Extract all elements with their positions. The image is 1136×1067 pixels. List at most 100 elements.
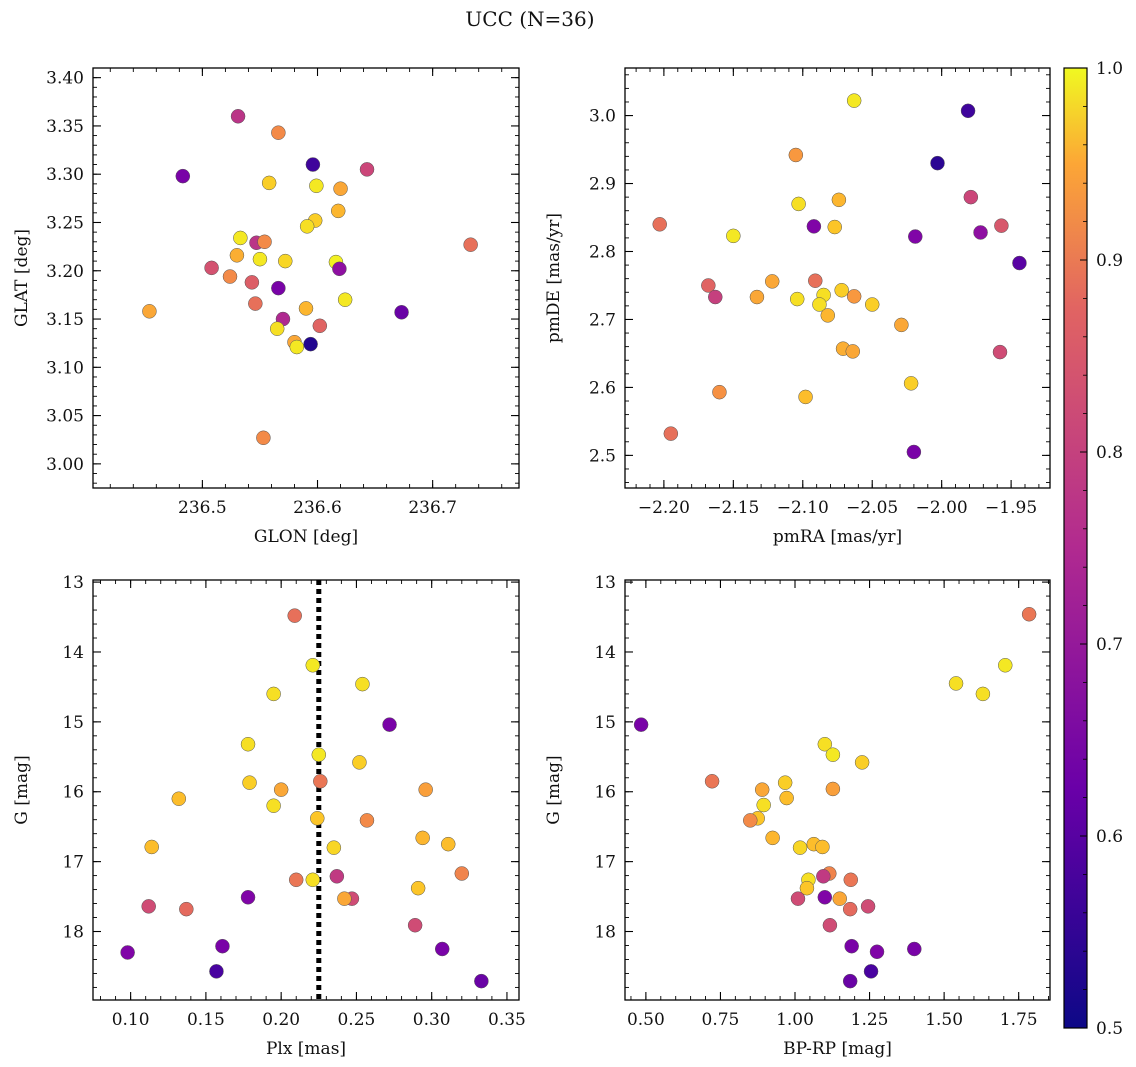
axes-frame [92,67,520,489]
scatter-point [242,775,257,790]
scatter-point [765,830,780,846]
scatter-point [663,426,679,441]
scatter-point [271,125,286,140]
scatter-point [215,938,230,954]
x-tick-label: 0.75 [702,1010,740,1030]
x-tick-label: 0.10 [112,1010,150,1030]
scatter-point [743,813,758,828]
axes-frame [624,579,1051,1001]
x-tick-label: −2.05 [846,498,898,518]
scatter-point [337,292,353,307]
scatter-point [790,891,806,906]
scatter-point [266,686,281,702]
scatter-point [749,289,765,305]
scatter-point [311,747,327,762]
y-tick-label: 3.20 [46,262,84,282]
scatter-point [822,917,838,933]
y-tick-label: 18 [62,923,84,943]
scatter-point [120,945,135,960]
scatter-point [863,964,879,979]
scatter-point [142,304,157,319]
scatter-point [337,891,352,906]
scatter-point [359,162,375,177]
scatter-point [326,840,342,855]
scatter-point [257,234,272,250]
x-tick-label: 1.00 [776,1010,814,1030]
scatter-point [908,229,923,244]
y-tick-label: 16 [62,783,84,803]
scatter-point [845,344,861,359]
scatter-point [704,774,720,789]
scatter-point [230,109,246,124]
axes-frame [624,67,1051,489]
scatter-point [303,336,318,352]
figure-title: UCC (N=36) [465,7,594,31]
y-axis-label: G [mag] [544,755,564,824]
y-axis-label: G [mag] [12,755,32,824]
scatter-point [312,318,328,334]
scatter-point [298,301,314,316]
scatter-point [815,839,830,855]
x-tick-label: 0.50 [627,1010,665,1030]
x-tick-label: 236.6 [293,498,342,518]
colorbar-tick-label: 0.5 [1096,1019,1123,1039]
minor-ticks [625,68,1050,488]
scatter-point [792,840,808,855]
scatter-point [287,608,302,623]
scatter-point [832,891,847,906]
scatter-point [756,797,771,813]
y-tick-label: 17 [62,853,84,873]
y-tick-label: 2.9 [589,175,616,195]
scatter-point [434,941,450,957]
scatter-point [712,384,727,400]
scatter-point [266,798,281,813]
scatter-point [834,282,849,298]
scatter-point [415,830,430,846]
scatter-point [352,755,367,770]
scatter-point [256,430,271,446]
scatter-point [825,747,841,762]
x-tick-label: −2.10 [777,498,829,518]
panel-pm: −2.20 −2.15 −2.10 −2.05 −2.00 −1.95 2.5 2.6 2.7 2… [544,67,1051,547]
axes-frame [92,579,520,1001]
colorbar-tick-label: 1.0 [1096,59,1123,79]
scatter-point [359,813,375,828]
scatter-point [820,308,836,323]
scatter-point [179,901,194,917]
scatter-point [817,736,833,752]
scatter-point [248,296,263,311]
scatter-point [299,219,315,234]
x-axis-label: pmRA [mas/yr] [773,527,902,547]
scatter-point [252,251,268,267]
scatter-point [222,269,238,284]
scatter-point [799,880,815,896]
scatter-point [998,658,1013,673]
minor-ticks [93,580,519,1000]
scatter-point [798,389,813,405]
scatter-point [816,869,831,884]
scatter-point [831,192,847,208]
colorbar-gradient [1063,67,1088,1029]
scatter-point [907,941,922,957]
scatter-point [310,811,325,826]
y-tick-label: 13 [62,573,84,593]
panel-plx-g: 0.10 0.15 0.20 0.25 0.30 0.35 13 14 15 16 17 18 Plx … [12,573,526,1059]
scatter-point [842,973,858,989]
scatter-point [791,196,806,212]
scatter-point [1012,255,1027,271]
scatter-point [779,790,794,806]
scatter-point [244,275,260,290]
y-tick-label: 3.05 [46,407,84,427]
scatter-point [240,736,256,752]
scatter-point [960,103,976,119]
scatter-point [175,168,191,184]
y-tick-label: 3.35 [46,117,84,137]
x-tick-label: 1.50 [925,1010,963,1030]
colorbar-ticks: 0.5 0.6 0.7 0.8 0.9 1.0 [1080,59,1123,1039]
y-tick-label: 3.30 [46,165,84,185]
colorbar: 0.5 0.6 0.7 0.8 0.9 1.0 [1063,59,1123,1039]
scatter-point [313,774,328,789]
scatter-point [827,219,842,235]
scatter-point [846,93,862,108]
scatter-point [141,899,156,914]
